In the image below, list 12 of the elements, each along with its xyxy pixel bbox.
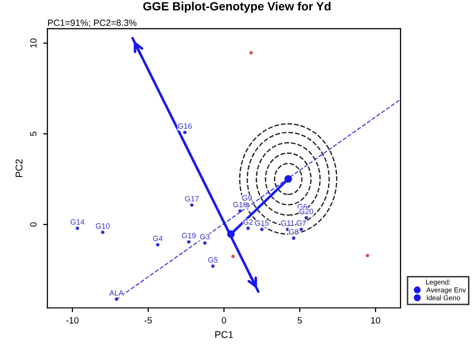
chart-title: GGE Biplot-Genotype View for Yd <box>143 2 330 13</box>
y-tick-label: 10 <box>30 38 37 48</box>
y-tick-label: 5 <box>30 132 37 136</box>
x-tick-label: -5 <box>144 317 152 324</box>
x-tick-label: 0 <box>222 317 226 324</box>
x-tick-label: 5 <box>298 317 302 324</box>
x-axis-title: PC1 <box>215 331 233 338</box>
chart-subtitle: PC1=91%; PC2=8.3% <box>48 20 136 28</box>
y-tick-label: 0 <box>30 222 37 227</box>
x-tick-label: -10 <box>66 317 79 324</box>
y-axis-title: PC2 <box>16 159 22 177</box>
x-tick-label: 10 <box>371 317 380 324</box>
